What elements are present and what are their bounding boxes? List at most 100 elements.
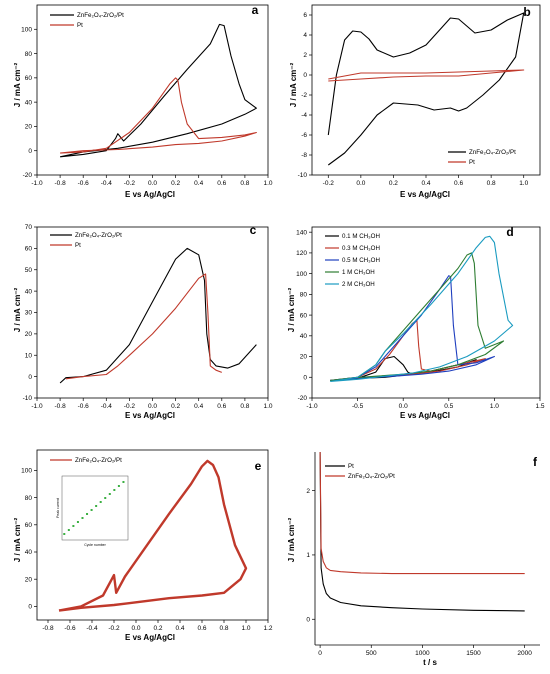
inset-point <box>86 513 89 515</box>
x-tick-label: -0.5 <box>352 403 364 410</box>
y-tick-label: 4 <box>303 32 307 39</box>
x-tick-label: 0.6 <box>217 180 226 187</box>
inset-point <box>63 533 66 535</box>
y-tick-label: 100 <box>296 271 307 278</box>
y-axis-label: J / mA cm⁻² <box>13 517 22 562</box>
panel-letter: b <box>523 5 530 19</box>
x-tick-label: 1500 <box>466 650 481 657</box>
x-tick-label: 0.6 <box>454 180 463 187</box>
x-tick-label: 0.2 <box>171 403 180 410</box>
y-tick-label: -2 <box>301 92 307 99</box>
inset-frame <box>61 475 129 541</box>
inset-point <box>113 489 116 491</box>
y-tick-label: 2 <box>306 488 310 495</box>
y-tick-label: -6 <box>301 132 307 139</box>
y-tick-label: -20 <box>23 172 33 179</box>
panel-letter: d <box>506 225 513 239</box>
inset-point <box>104 497 107 499</box>
x-tick-label: -0.8 <box>54 180 66 187</box>
y-tick-label: 50 <box>25 267 33 274</box>
y-tick-label: -10 <box>298 172 308 179</box>
x-tick-label: 1.0 <box>519 180 528 187</box>
y-tick-label: 80 <box>25 51 33 58</box>
x-tick-label: 1.0 <box>263 403 272 410</box>
x-tick-label: 0.0 <box>399 403 408 410</box>
legend-label: Pt <box>77 22 83 29</box>
series-line-4 <box>330 235 514 382</box>
panel-letter: c <box>250 223 257 237</box>
x-tick-label: 500 <box>366 650 377 657</box>
y-tick-label: 80 <box>25 495 33 502</box>
y-axis-label: J / mA cm⁻² <box>289 62 298 107</box>
legend-label: 1 M CH₃OH <box>342 269 375 276</box>
inset-point <box>108 493 111 495</box>
y-tick-label: 80 <box>300 292 308 299</box>
y-tick-label: 6 <box>303 12 307 19</box>
x-tick-label: -0.6 <box>78 180 90 187</box>
x-tick-label: 1.0 <box>263 180 272 187</box>
y-axis-label: J / mA cm⁻² <box>13 287 22 332</box>
panel-a: -1.0 -0.8 -0.6 -0.4 -0.2 0.0 0.2 0.4 0.6 0.8 1.0 -2… <box>13 3 273 199</box>
series-line-1 <box>60 77 257 154</box>
y-tick-label: 0 <box>303 72 307 79</box>
panel-d: -1.0 -0.5 0.0 0.5 1.0 1.5 -20 0 20 40 60 80 100 120 14… <box>287 225 545 420</box>
series-line-0 <box>58 459 248 612</box>
series-line-0 <box>59 23 257 158</box>
x-tick-label: 0.4 <box>175 625 184 632</box>
x-tick-label: 2000 <box>517 650 532 657</box>
series-line-0 <box>319 451 525 612</box>
inset-point <box>122 481 125 483</box>
y-tick-label: 20 <box>300 354 308 361</box>
x-tick-label: -1.0 <box>31 180 43 187</box>
panel-letter: a <box>252 3 259 17</box>
x-tick-label: -0.2 <box>124 403 136 410</box>
x-tick-label: 0.2 <box>153 625 162 632</box>
x-tick-label: 0.8 <box>240 403 249 410</box>
legend-label: ZnFe₂O₄-ZrO₂/Pt <box>77 12 124 19</box>
y-tick-label: 20 <box>25 576 33 583</box>
x-tick-label: -0.4 <box>86 625 98 632</box>
y-tick-label: -8 <box>301 152 307 159</box>
x-tick-label: -1.0 <box>31 403 43 410</box>
x-tick-label: -0.8 <box>54 403 66 410</box>
x-axis-label: t / s <box>423 658 437 667</box>
x-tick-label: -0.2 <box>124 180 136 187</box>
y-tick-label: 0 <box>303 374 307 381</box>
series-line-0 <box>327 12 525 166</box>
legend-label: ZnFe₂O₄-ZrO₂/Pt <box>348 473 395 480</box>
x-tick-label: -0.6 <box>78 403 90 410</box>
x-axis-label: E vs Ag/AgCl <box>125 411 175 420</box>
y-axis-label: J / mA cm⁻² <box>13 62 22 107</box>
x-tick-label: 0.0 <box>131 625 140 632</box>
y-tick-label: 0 <box>28 604 32 611</box>
plot-frame <box>311 226 541 399</box>
y-tick-label: 30 <box>25 310 33 317</box>
inset-point <box>76 521 79 523</box>
inset-point <box>72 525 75 527</box>
legend-label: 0.3 M CH₃OH <box>342 245 380 252</box>
y-tick-label: -10 <box>23 395 33 402</box>
x-tick-label: -1.0 <box>306 403 318 410</box>
panel-letter: f <box>533 455 538 469</box>
inset-y-label: Peak current <box>56 498 60 518</box>
x-tick-label: 0 <box>318 650 322 657</box>
y-tick-label: 60 <box>25 246 33 253</box>
series-line-1 <box>328 69 525 82</box>
series-line-2 <box>330 275 495 381</box>
y-tick-label: 20 <box>25 124 33 131</box>
y-tick-label: -4 <box>301 112 307 119</box>
x-tick-label: 0.2 <box>389 180 398 187</box>
y-tick-label: 70 <box>25 224 33 231</box>
x-tick-label: 0.0 <box>356 180 365 187</box>
x-tick-label: 1000 <box>415 650 430 657</box>
x-tick-label: 0.8 <box>240 180 249 187</box>
y-tick-label: 0 <box>28 148 32 155</box>
inset-point <box>99 501 102 503</box>
x-tick-label: 0.8 <box>487 180 496 187</box>
x-tick-label: 0.4 <box>194 403 203 410</box>
legend-label: Pt <box>469 159 475 166</box>
legend-label: 0.1 M CH₃OH <box>342 233 380 240</box>
y-tick-label: 40 <box>25 288 33 295</box>
x-tick-label: 0.2 <box>171 180 180 187</box>
